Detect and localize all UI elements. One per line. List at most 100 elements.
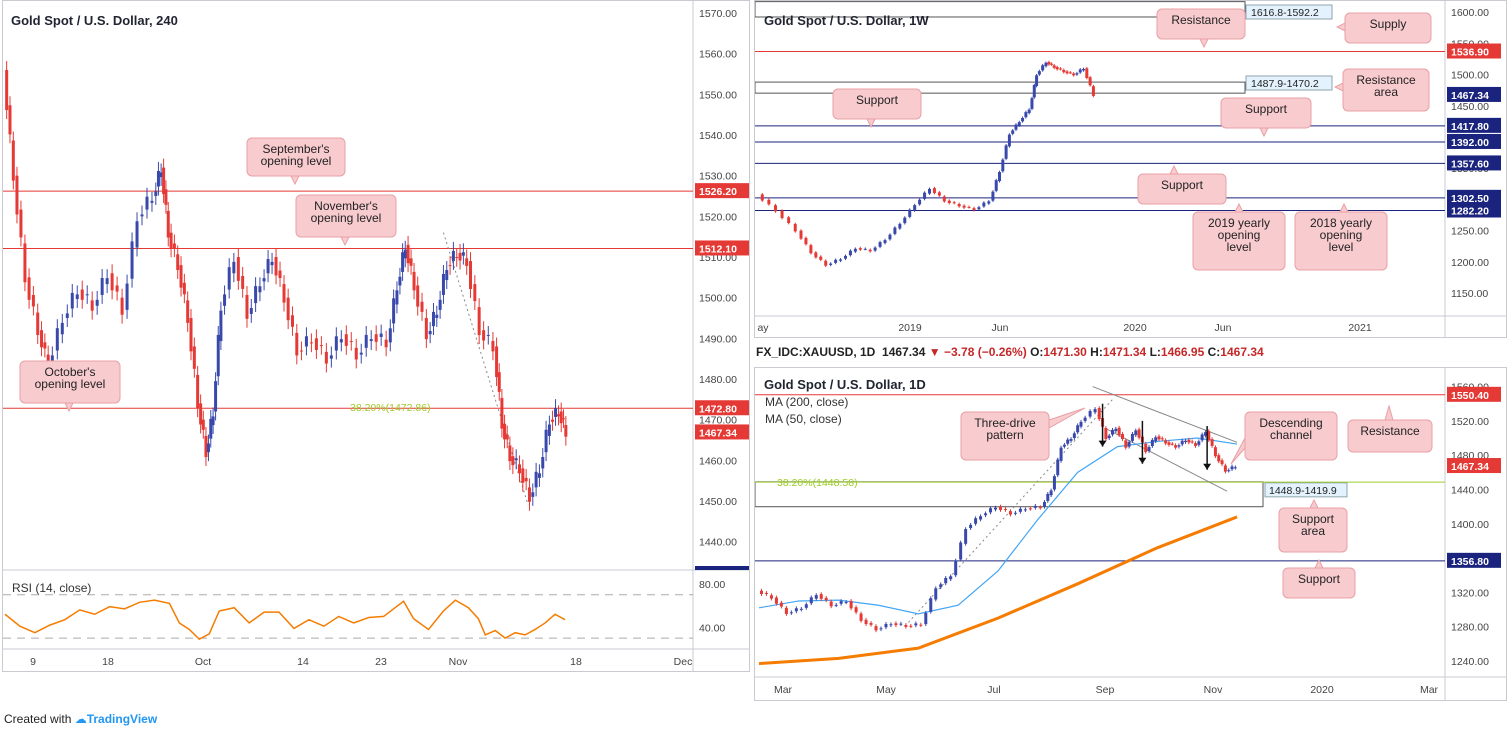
callout-three-drive-text: pattern: [986, 428, 1023, 442]
h4-candle-body: [412, 271, 416, 291]
callout-september-text: opening level: [261, 154, 332, 168]
w1-candle-body: [937, 192, 941, 196]
w1-candle-body: [1047, 62, 1051, 65]
d1-candle-body: [959, 542, 963, 560]
footer-brand: TradingView: [86, 712, 158, 726]
w1-candle-body: [780, 210, 784, 219]
callout-2019-yearly-pointer: [1234, 202, 1244, 213]
callout-support-area-text: area: [1301, 524, 1325, 538]
d1-ma200-line: [758, 515, 1238, 666]
ohlc-last: 1467.34: [882, 345, 926, 359]
h4-candle-body: [299, 350, 303, 352]
h4-candle-body: [491, 341, 495, 352]
h4-chart-title: Gold Spot / U.S. Dollar, 240: [11, 13, 178, 28]
w1-candle-body: [1088, 77, 1092, 86]
h4-x-tick: 14: [297, 656, 309, 668]
h4-candle-body: [435, 314, 439, 318]
h4-candle-body: [85, 294, 89, 296]
h4-candle-body: [125, 283, 129, 310]
callout-w1-support-a-pointer: [866, 118, 876, 129]
h4-candle-body: [60, 322, 64, 335]
h4-trendline: [442, 232, 529, 506]
callout-september-text: September's: [263, 142, 330, 156]
w1-candle-body: [1021, 117, 1025, 122]
d1-candle-body: [1046, 493, 1050, 501]
d1-candle-body: [1049, 490, 1053, 496]
h4-candle-body: [448, 265, 452, 267]
d1-candle-body: [1117, 427, 1121, 436]
d1-chart-panel[interactable]: 1560.001520.001480.001440.001400.001360.…: [754, 367, 1507, 701]
callout-w1-resistance-pointer: [1199, 38, 1209, 49]
callout-october-text: opening level: [35, 377, 106, 391]
d1-candle-body: [1076, 425, 1080, 433]
h4-candle-body: [274, 257, 278, 276]
w1-zone-tag: 1487.9-1470.2: [1251, 78, 1319, 90]
w1-candle-body: [1062, 69, 1066, 73]
d1-candle-body: [1052, 476, 1056, 490]
d1-channel-upper: [1092, 386, 1238, 443]
w1-candle-body: [853, 248, 857, 252]
h4-y-tick: 1460.00: [699, 455, 737, 467]
callout-three-drive-text: Three-drive: [974, 416, 1036, 430]
h4-candle-body: [364, 334, 368, 348]
callout-d1-resistance-text: Resistance: [1360, 424, 1420, 438]
d1-x-tick: May: [876, 684, 897, 696]
h4-candle-body: [334, 336, 338, 351]
w1-candle-body: [932, 188, 936, 194]
w1-candle-body: [878, 242, 882, 247]
h4-candle-body: [43, 342, 47, 349]
w1-candle-body: [809, 245, 813, 254]
w1-y-tick: 1250.00: [1451, 226, 1489, 238]
w1-level-tag-bg: [1447, 86, 1501, 102]
callout-september-pointer: [290, 175, 300, 186]
d1-candle-body: [834, 604, 838, 606]
w1-candle-body: [1027, 109, 1031, 114]
w1-candle-body: [918, 199, 922, 205]
h4-fib-label: 38.20%(1472.86): [350, 402, 431, 414]
d1-candle-body: [1150, 439, 1154, 447]
h4-candle-body: [473, 284, 477, 302]
w1-x-tick: 2019: [898, 322, 922, 334]
h4-chart-panel[interactable]: 1570.00 1560.00 1550.00 1540.00 1530.00 1520.…: [2, 0, 750, 672]
d1-x-tick: Mar: [774, 684, 793, 696]
ohlc-open: 1471.30: [1043, 345, 1087, 359]
h4-candle-body: [182, 282, 186, 295]
footer-credit[interactable]: Created with ☁TradingView: [4, 712, 157, 726]
h4-candle-body: [27, 277, 31, 300]
h4-candle-body: [19, 209, 23, 238]
w1-chart-panel[interactable]: 1600.001550.001500.001450.001400.001350.…: [754, 0, 1507, 338]
w1-candle-body: [848, 250, 852, 256]
w1-candle-body: [1052, 65, 1056, 68]
h4-candle-body: [199, 403, 203, 425]
w1-candle-body: [1014, 124, 1018, 130]
h4-candle-body: [497, 372, 501, 392]
h4-x-tick: 18: [102, 656, 114, 668]
d1-chart-svg[interactable]: 1560.001520.001480.001440.001400.001360.…: [755, 368, 1506, 700]
h4-candle-body: [110, 273, 114, 291]
h4-candle-body: [140, 214, 144, 217]
h4-candle-body: [401, 252, 405, 272]
w1-chart-svg[interactable]: 1600.001550.001500.001450.001400.001350.…: [755, 1, 1506, 337]
h4-candle-body: [495, 346, 499, 378]
d1-candle-body: [869, 622, 873, 625]
w1-candle-body: [1072, 73, 1076, 76]
h4-candle-body: [445, 270, 449, 281]
w1-candle-body: [942, 196, 946, 202]
d1-candle-body: [1134, 430, 1138, 436]
w1-candle-body: [952, 202, 956, 204]
h4-candle-body: [95, 299, 99, 306]
h4-candle-body: [166, 210, 170, 238]
d1-candle-body: [914, 623, 918, 626]
h4-candle-body: [511, 456, 515, 466]
w1-candle-body: [982, 202, 986, 207]
h4-chart-svg[interactable]: 1570.00 1560.00 1550.00 1540.00 1530.00 1520.…: [3, 1, 749, 671]
w1-candle-body: [962, 205, 966, 208]
h4-candle-body: [232, 261, 236, 274]
w1-candle-body: [858, 248, 862, 250]
callout-resistance-area-pointer: [1333, 82, 1344, 92]
d1-fib-label: 38.20%(1448.58): [777, 477, 858, 489]
w1-candle-body: [1030, 98, 1034, 109]
d1-candle-body: [954, 560, 958, 576]
d1-candle-body: [904, 624, 908, 627]
